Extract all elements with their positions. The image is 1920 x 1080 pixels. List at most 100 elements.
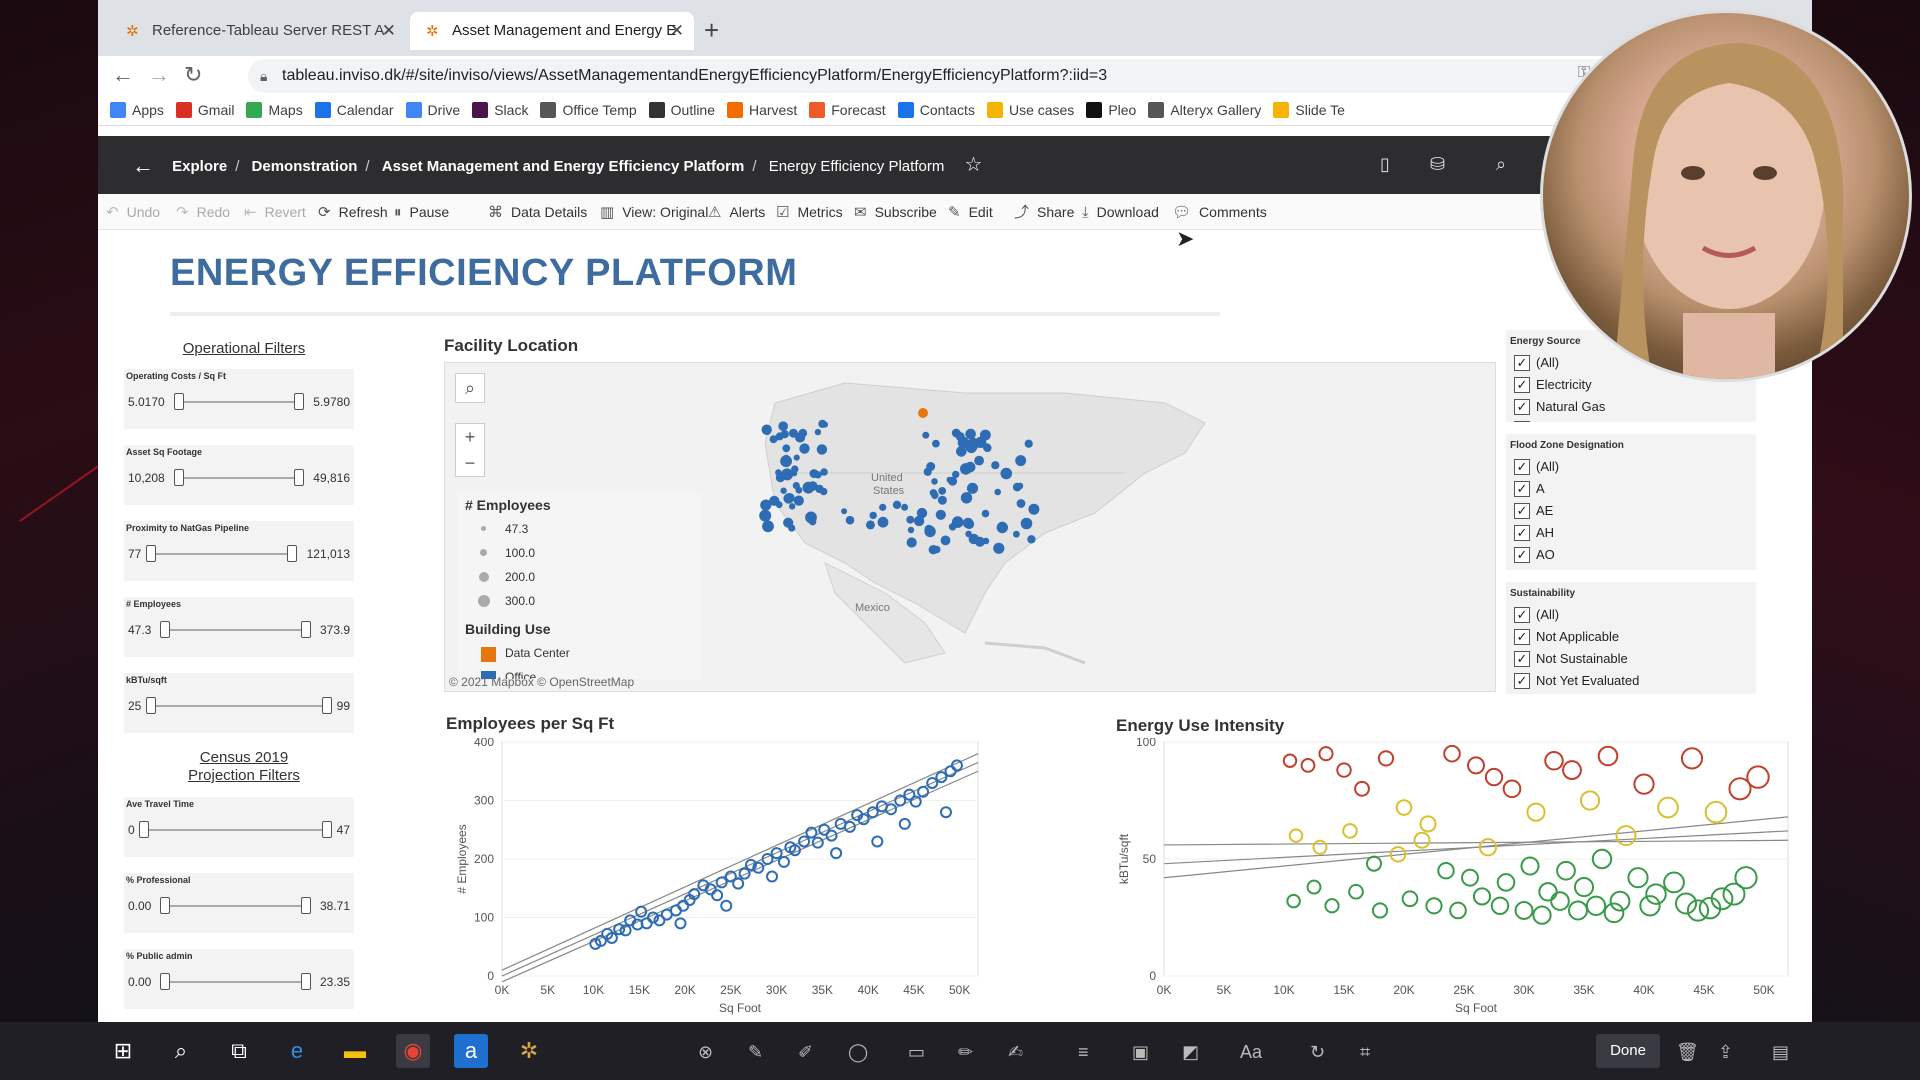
text-box-icon[interactable]: ▭ — [908, 1042, 926, 1062]
slider-max-handle[interactable] — [287, 545, 297, 562]
data-point[interactable] — [1371, 902, 1389, 919]
filter-option--all-[interactable]: ✓ (All) — [1510, 353, 1752, 375]
crop-icon[interactable]: ⌗ — [1360, 1042, 1371, 1062]
bookmark-gmail[interactable]: Gmail — [175, 96, 234, 126]
map-facility-dot[interactable] — [877, 516, 889, 528]
map-facility-dot[interactable] — [783, 517, 794, 528]
data-point[interactable] — [1300, 758, 1316, 773]
map-facility-dot[interactable] — [924, 525, 936, 538]
data-point[interactable] — [777, 855, 790, 868]
map-search-icon[interactable]: ⌕ — [455, 373, 485, 403]
data-point[interactable] — [1526, 802, 1546, 822]
map-facility-dot[interactable] — [974, 455, 984, 466]
map-facility-dot[interactable] — [1016, 499, 1026, 508]
data-point[interactable] — [1425, 897, 1443, 915]
device-icon[interactable]: ▯ — [1380, 154, 1390, 174]
browser-tab-rest-api[interactable]: ✲ Reference-Tableau Server REST A ✕ — [110, 12, 406, 50]
data-point[interactable] — [805, 826, 818, 839]
map-facility-dot[interactable] — [937, 495, 947, 505]
bookmark-maps[interactable]: Maps — [246, 96, 303, 126]
toolbar-data-details-button[interactable]: ⌘ Data Details — [488, 194, 587, 231]
data-point[interactable] — [1282, 753, 1298, 768]
range-max-value[interactable]: 373.9 — [319, 623, 350, 637]
map-facility-dot[interactable] — [1027, 535, 1036, 544]
data-point[interactable] — [605, 931, 618, 944]
bookmark-outline[interactable]: Outline — [648, 96, 715, 126]
data-point[interactable] — [1674, 892, 1698, 915]
data-point[interactable] — [1342, 823, 1358, 839]
checkbox-checked-icon[interactable]: ✓ — [1514, 459, 1530, 475]
shapes-icon[interactable]: ◯ — [848, 1042, 869, 1062]
data-point[interactable] — [944, 765, 957, 778]
map-facility-dot[interactable] — [998, 521, 1006, 529]
file-explorer-icon[interactable]: ▬ — [344, 1038, 366, 1063]
data-point[interactable] — [653, 914, 666, 927]
back-arrow-icon[interactable]: ← — [132, 153, 154, 178]
map-facility-dot[interactable] — [820, 487, 828, 496]
toolbar-share-button[interactable]: ⤴ Share — [1014, 194, 1074, 231]
data-point[interactable] — [1579, 790, 1601, 811]
slider-max-handle[interactable] — [294, 393, 304, 410]
toolbar-view-original-button[interactable]: ▥ View: Original — [600, 194, 708, 231]
map-facility-dot[interactable] — [948, 523, 957, 531]
bookmark-apps[interactable]: Apps — [110, 96, 164, 126]
map-facility-dot[interactable] — [778, 421, 788, 431]
data-point[interactable] — [1336, 762, 1352, 778]
data-point[interactable] — [1562, 760, 1582, 781]
map-facility-dot[interactable] — [916, 507, 928, 519]
toolbar-redo-button[interactable]: ↷ Redo — [176, 194, 230, 231]
map-facility-dot[interactable] — [799, 443, 810, 454]
slider-min-handle[interactable] — [146, 545, 156, 562]
data-point[interactable] — [1639, 895, 1661, 917]
range-max-value[interactable]: 23.35 — [319, 975, 350, 989]
map-facility-dot[interactable] — [993, 542, 1005, 554]
done-button[interactable]: Done — [1596, 1034, 1660, 1068]
breadcrumb-explore[interactable]: Explore — [172, 158, 228, 175]
filter-option-ae[interactable]: ✓ AE — [1510, 501, 1752, 523]
map-facility-dot[interactable] — [782, 444, 791, 453]
map-facility-dot[interactable] — [938, 487, 947, 495]
range-min-value[interactable]: 25 — [128, 699, 142, 713]
data-point[interactable] — [1401, 890, 1419, 908]
map-facility-dot[interactable] — [1000, 467, 1013, 480]
bookmark-use-cases[interactable]: Use cases — [986, 96, 1074, 126]
bookmark-alteryx-gallery[interactable]: Alteryx Gallery — [1148, 96, 1261, 126]
data-point[interactable] — [1663, 871, 1685, 894]
map-facility-dot[interactable] — [931, 491, 939, 500]
map-facility-dot[interactable] — [780, 430, 789, 439]
map-facility-dot[interactable] — [821, 421, 828, 428]
toolbar-edit-button[interactable]: ✎ Edit — [948, 194, 993, 231]
close-circle-icon[interactable]: ⊗ — [698, 1042, 714, 1062]
data-point[interactable] — [1615, 825, 1637, 847]
data-point[interactable] — [1478, 838, 1498, 857]
map-facility-dot[interactable] — [1028, 503, 1040, 515]
map-facility-dot[interactable] — [788, 428, 798, 438]
toolbar-download-button[interactable]: ⤓ Download — [1082, 194, 1159, 231]
data-point[interactable] — [894, 794, 907, 807]
close-tab-icon[interactable]: ✕ — [381, 21, 396, 40]
breadcrumb-demonstration[interactable]: Demonstration — [251, 158, 358, 175]
data-point[interactable] — [926, 776, 939, 789]
notification-icon[interactable]: ▤ — [1772, 1042, 1790, 1062]
bookmark-office-temp[interactable]: Office Temp — [540, 96, 637, 126]
data-point[interactable] — [704, 883, 717, 896]
data-point[interactable] — [744, 858, 757, 871]
map-facility-dot[interactable] — [1016, 482, 1024, 490]
map-facility-dot[interactable] — [901, 503, 909, 511]
map-facility-dot[interactable] — [935, 509, 946, 520]
data-point[interactable] — [830, 847, 843, 860]
data-point[interactable] — [1472, 887, 1492, 906]
checkbox-checked-icon[interactable]: ✓ — [1514, 355, 1530, 371]
data-point[interactable] — [903, 788, 916, 801]
slider-track[interactable] — [164, 905, 307, 907]
data-point[interactable] — [1484, 767, 1504, 787]
data-point[interactable] — [857, 813, 870, 826]
tableau-desktop-icon[interactable]: ✲ — [519, 1038, 539, 1063]
data-point[interactable] — [1288, 828, 1304, 843]
data-point[interactable] — [1698, 896, 1722, 920]
filter-option-not-yet-evaluated[interactable]: ✓ Not Yet Evaluated — [1510, 671, 1752, 693]
map-facility-dot[interactable] — [892, 500, 902, 509]
map-facility-dot[interactable] — [1013, 530, 1020, 538]
data-point[interactable] — [647, 911, 660, 924]
line-weight-icon[interactable]: ≡ — [1078, 1042, 1089, 1062]
